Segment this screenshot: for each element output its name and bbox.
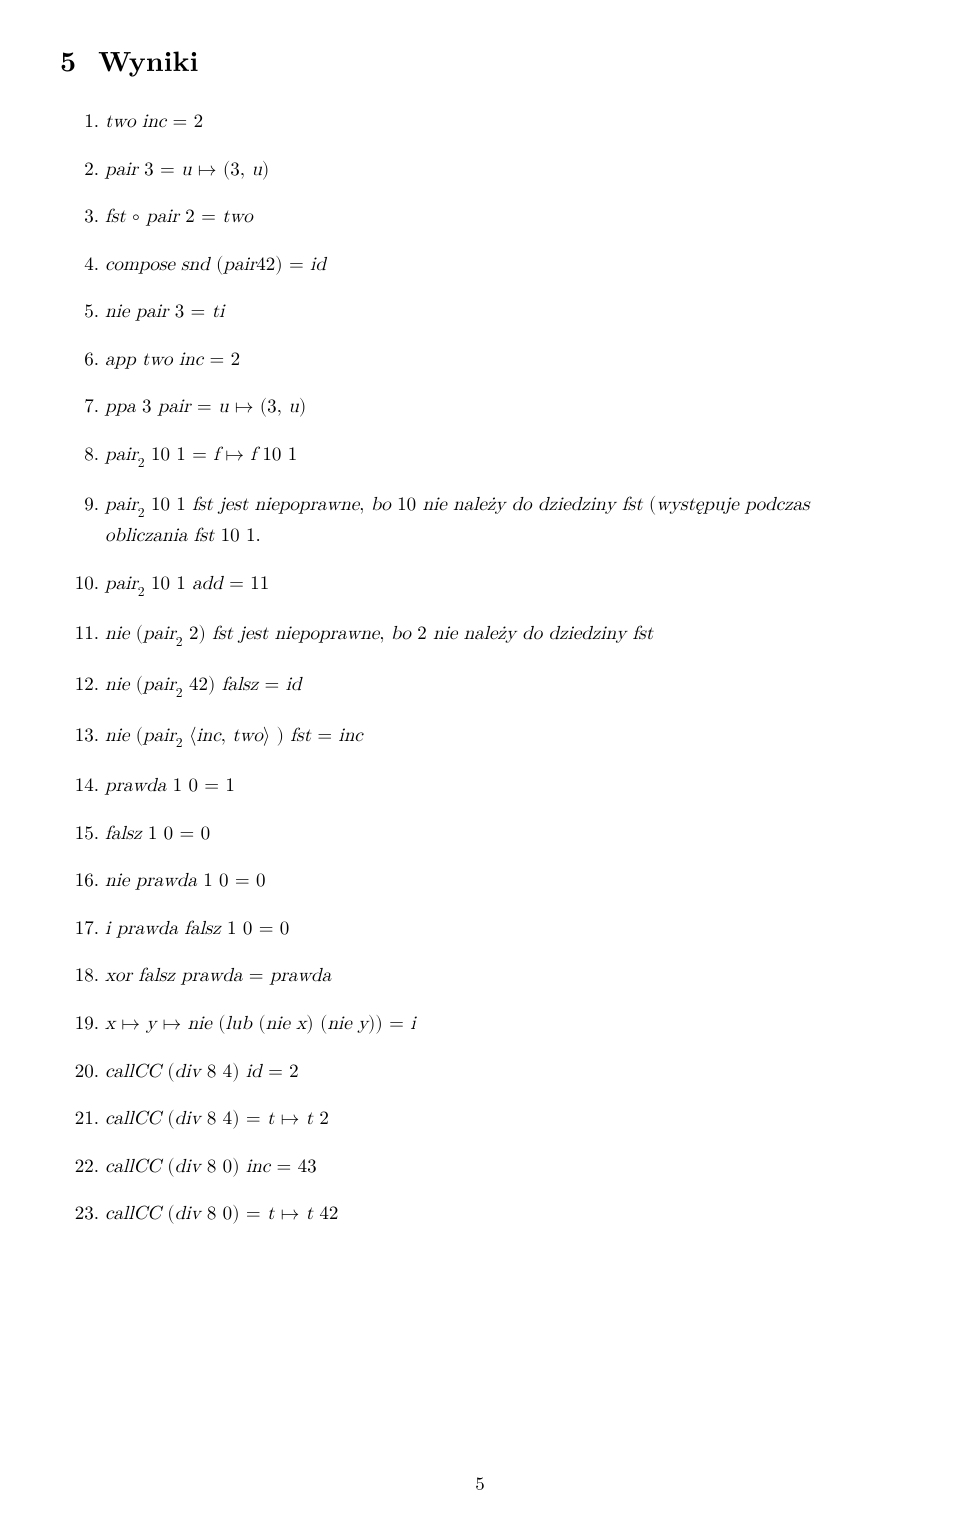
list-item: prawda 1 0 = 1 [105, 772, 870, 800]
item-text: two inc = 2 [105, 112, 203, 131]
item-text: pair 3 = u ↦ (3, u) [105, 160, 269, 179]
item-text: pair2 10 1 fst jest niepoprawne, bo 10 n… [105, 495, 810, 545]
list-item: nie (pair2 ⟨inc, two⟩ ) fst = inc [105, 722, 870, 753]
item-text: callCC (div 8 4) = t ↦ t 2 [105, 1109, 329, 1128]
page: 5 Wyniki two inc = 2 pair 3 = u ↦ (3, u) … [0, 0, 960, 1536]
list-item: fst ∘ pair 2 = two [105, 203, 870, 231]
item-text: i prawda falsz 1 0 = 0 [105, 919, 289, 938]
item-text: xor falsz prawda = prawda [105, 966, 331, 985]
item-text: nie (pair2 2) fst jest niepoprawne, bo 2… [105, 624, 653, 643]
list-item: pair2 10 1 fst jest niepoprawne, bo 10 n… [105, 491, 870, 549]
item-text: nie pair 3 = ti [105, 302, 224, 321]
item-text: compose snd (pair42) = id [105, 255, 326, 274]
item-text: prawda 1 0 = 1 [105, 776, 235, 795]
list-item: callCC (div 8 4) id = 2 [105, 1058, 870, 1086]
results-list: two inc = 2 pair 3 = u ↦ (3, u) fst ∘ pa… [60, 108, 870, 1228]
item-text: callCC (div 8 0) = t ↦ t 42 [105, 1204, 338, 1223]
item-text: pair2 10 1 = f ↦ f 10 1 [105, 445, 297, 464]
section-heading: 5 Wyniki [60, 40, 870, 80]
list-item: nie prawda 1 0 = 0 [105, 867, 870, 895]
list-item: pair2 10 1 add = 11 [105, 570, 870, 601]
list-item: x ↦ y ↦ nie (lub (nie x) (nie y)) = i [105, 1010, 870, 1038]
list-item: pair 3 = u ↦ (3, u) [105, 156, 870, 184]
list-item: callCC (div 8 0) inc = 43 [105, 1153, 870, 1181]
item-text: ppa 3 pair = u ↦ (3, u) [105, 397, 306, 416]
list-item: callCC (div 8 4) = t ↦ t 2 [105, 1105, 870, 1133]
section-title: Wyniki [98, 40, 198, 80]
page-number: 5 [0, 1469, 960, 1496]
list-item: app two inc = 2 [105, 346, 870, 374]
item-text: nie prawda 1 0 = 0 [105, 871, 265, 890]
item-text: app two inc = 2 [105, 350, 240, 369]
list-item: pair2 10 1 = f ↦ f 10 1 [105, 441, 870, 472]
item-text: callCC (div 8 4) id = 2 [105, 1062, 299, 1081]
item-text: falsz 1 0 = 0 [105, 824, 210, 843]
list-item: callCC (div 8 0) = t ↦ t 42 [105, 1200, 870, 1228]
item-text: nie (pair2 ⟨inc, two⟩ ) fst = inc [105, 726, 363, 745]
list-item: i prawda falsz 1 0 = 0 [105, 915, 870, 943]
list-item: xor falsz prawda = prawda [105, 962, 870, 990]
item-text: x ↦ y ↦ nie (lub (nie x) (nie y)) = i [105, 1014, 415, 1033]
list-item: nie (pair2 42) falsz = id [105, 671, 870, 702]
list-item: two inc = 2 [105, 108, 870, 136]
list-item: ppa 3 pair = u ↦ (3, u) [105, 393, 870, 421]
item-text: callCC (div 8 0) inc = 43 [105, 1157, 317, 1176]
item-text: fst ∘ pair 2 = two [105, 207, 253, 226]
item-text: pair2 10 1 add = 11 [105, 574, 269, 593]
item-text: nie (pair2 42) falsz = id [105, 675, 301, 694]
list-item: nie (pair2 2) fst jest niepoprawne, bo 2… [105, 620, 870, 651]
list-item: falsz 1 0 = 0 [105, 820, 870, 848]
list-item: compose snd (pair42) = id [105, 251, 870, 279]
section-number: 5 [60, 40, 76, 80]
list-item: nie pair 3 = ti [105, 298, 870, 326]
